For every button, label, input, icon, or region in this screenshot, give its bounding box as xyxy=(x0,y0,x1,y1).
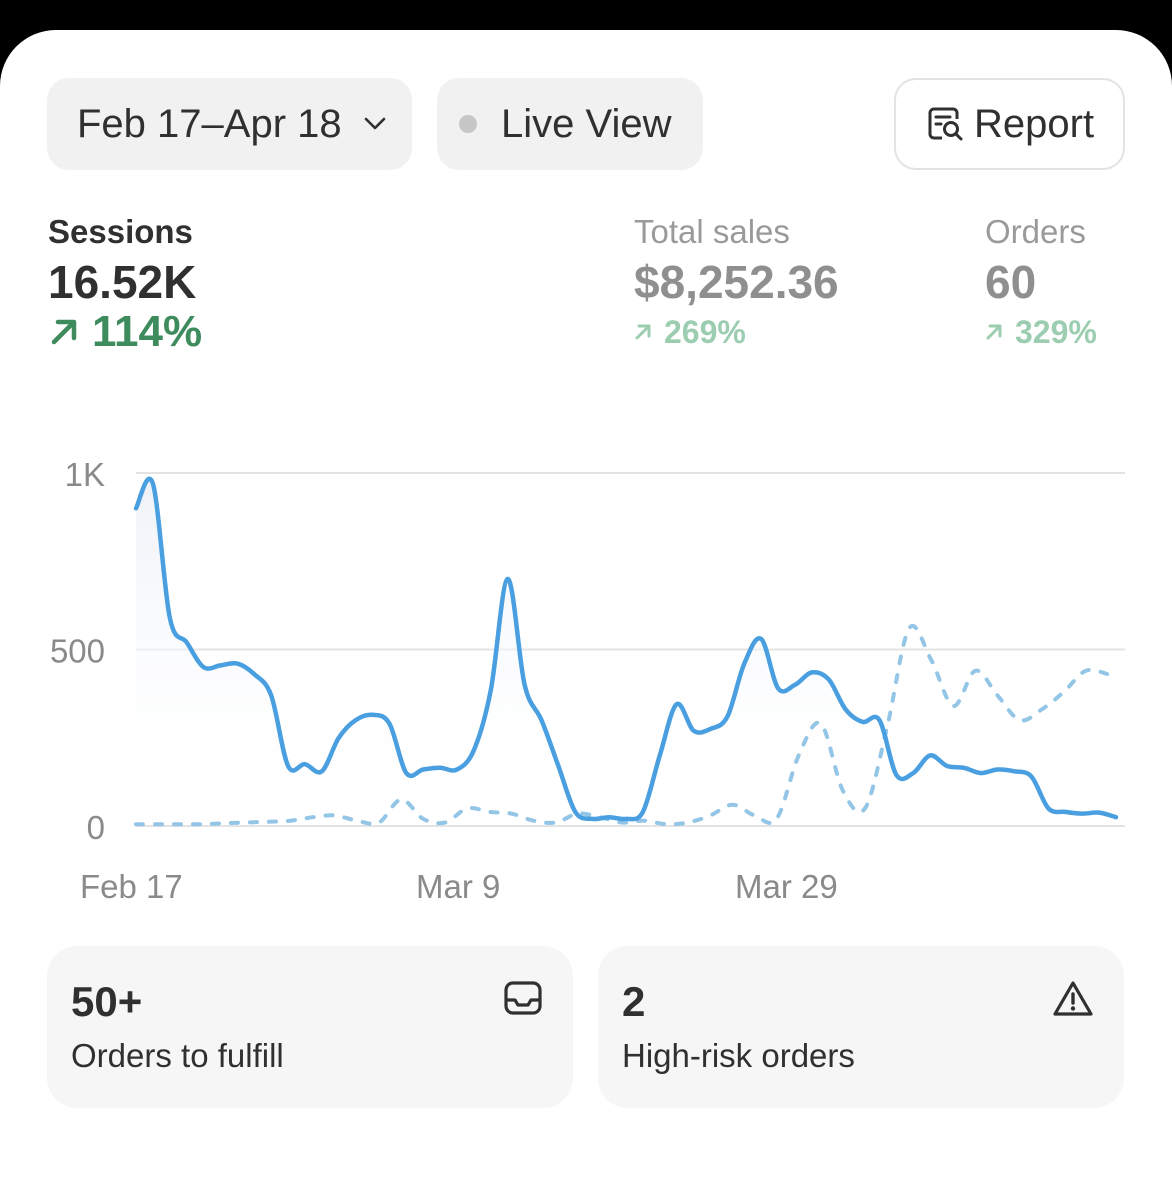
metric-value: 60 xyxy=(985,256,1037,308)
chevron-down-icon xyxy=(364,117,385,130)
metric-delta-value: 269% xyxy=(664,314,746,350)
x-tick-label: Feb 17 xyxy=(80,868,183,905)
report-button[interactable]: Report xyxy=(894,78,1125,170)
date-range-label: Feb 17–Apr 18 xyxy=(77,101,342,146)
card-count: 2 xyxy=(622,978,646,1025)
live-view-label: Live View xyxy=(501,101,672,146)
alert-triangle-icon xyxy=(1053,981,1093,1016)
high-risk-orders-card[interactable]: 2 High-risk orders xyxy=(598,946,1124,1108)
x-tick-label: Mar 29 xyxy=(735,868,838,905)
card-label: Orders to fulfill xyxy=(71,1037,284,1074)
current-series-line xyxy=(133,476,1119,822)
metric-total-sales[interactable]: Total sales $8,252.36 269% xyxy=(634,212,839,354)
metric-label: Total sales xyxy=(634,213,790,250)
report-search-icon xyxy=(928,107,963,141)
metric-delta-value: 329% xyxy=(1015,314,1097,350)
toolbar: Feb 17–Apr 18 Live View Report xyxy=(47,78,1125,170)
metric-orders[interactable]: Orders 60 329% xyxy=(985,212,1097,354)
y-tick-label: 0 xyxy=(87,809,105,846)
report-label: Report xyxy=(974,101,1095,146)
metric-delta: 269% xyxy=(634,310,839,354)
arrow-up-right-icon xyxy=(635,324,651,340)
x-tick-label: Mar 9 xyxy=(416,868,500,905)
current-series-area xyxy=(136,478,1116,826)
card-label: High-risk orders xyxy=(622,1037,855,1074)
metric-delta-value: 114% xyxy=(92,307,203,356)
date-range-picker[interactable]: Feb 17–Apr 18 xyxy=(47,78,412,170)
sessions-chart: 1K 500 0 Feb 17 Mar 9 Mar 29 xyxy=(0,420,1172,940)
metric-delta: 329% xyxy=(985,310,1097,354)
y-tick-label: 500 xyxy=(50,633,105,670)
sessions-line-chart: 1K 500 0 Feb 17 Mar 9 Mar 29 xyxy=(50,456,1125,905)
arrow-up-right-icon xyxy=(51,319,77,345)
metric-sessions[interactable]: Sessions 16.52K 114% xyxy=(48,212,202,354)
orders-to-fulfill-card[interactable]: 50+ Orders to fulfill xyxy=(47,946,573,1108)
arrow-up-right-icon xyxy=(986,324,1002,340)
metric-value: 16.52K xyxy=(48,256,197,308)
live-status-dot xyxy=(459,115,477,133)
inbox-icon xyxy=(504,981,542,1015)
live-view-button[interactable]: Live View xyxy=(437,78,703,170)
metric-label: Orders xyxy=(985,213,1086,250)
y-tick-label: 1K xyxy=(65,456,105,493)
card-count: 50+ xyxy=(71,978,143,1025)
metric-value: $8,252.36 xyxy=(634,256,839,308)
metric-label: Sessions xyxy=(48,213,193,250)
metric-delta: 114% xyxy=(48,310,202,354)
comparison-series-line xyxy=(134,623,1110,827)
